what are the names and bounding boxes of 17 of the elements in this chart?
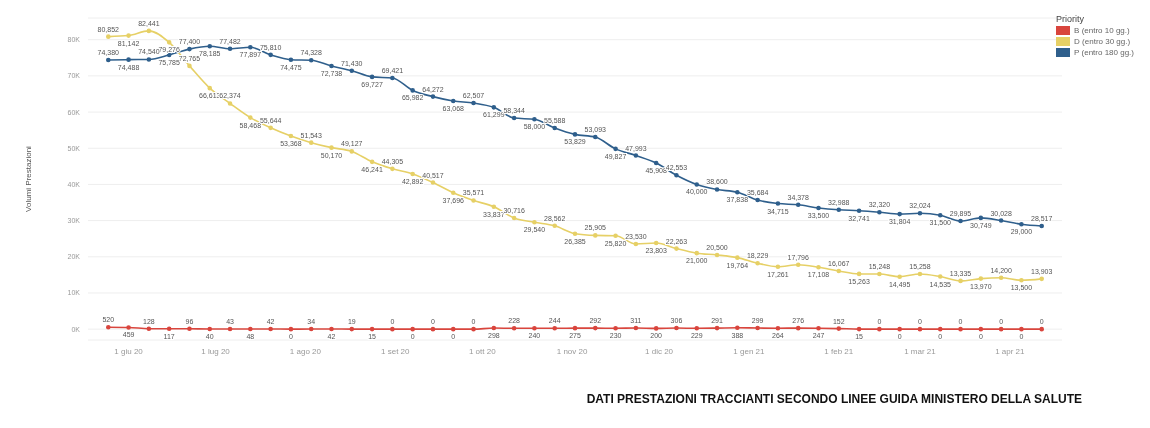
x-tick-label: 1 ott 20: [468, 346, 497, 356]
x-tick-label: 1 lug 20: [201, 346, 231, 356]
legend-label: P (entro 180 gg.): [1074, 47, 1134, 58]
x-tick-label: 1 ago 20: [289, 346, 322, 356]
x-tick-label: 1 gen 21: [733, 346, 766, 356]
text: DATI PRESTAZIONI TRACCIANTI SECONDO LINEE GUIDA MINISTERO DELLA SALUTE: [586, 392, 1082, 406]
x-tick-label: 1 mar 21: [904, 346, 937, 356]
legend-title: Priority: [1056, 14, 1086, 25]
x-tick-label: 1 giu 20: [114, 346, 144, 356]
x-tick-label: 1 nov 20: [556, 346, 588, 356]
x-tick-label: 1 set 20: [381, 346, 411, 356]
x-tick-label: 1 feb 21: [824, 346, 854, 356]
y-axis-title: Volumi Prestazioni: [23, 145, 33, 212]
legend-label: D (entro 30 gg.): [1074, 36, 1131, 47]
x-tick-label: 1 apr 21: [995, 346, 1026, 356]
x-tick-label: 1 dic 20: [645, 346, 674, 356]
legend-label: B (entro 10 gg.): [1074, 25, 1130, 36]
